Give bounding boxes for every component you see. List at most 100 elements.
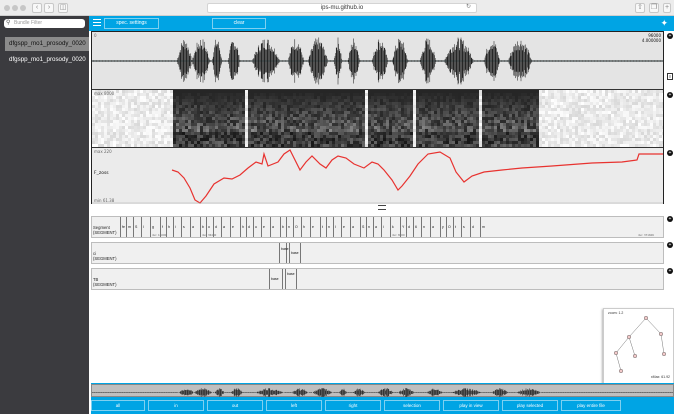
segment[interactable]: base <box>279 243 289 263</box>
segment-label: fe <box>122 225 125 229</box>
spec-settings-button[interactable]: spec. settings <box>104 18 159 29</box>
segment-label: O <box>448 225 451 229</box>
segment[interactable]: h <box>240 217 246 237</box>
level-segment[interactable]: Segment (SEGMENT) dur: 16000 dur: 36440 … <box>91 216 664 238</box>
segment[interactable]: l <box>141 217 150 237</box>
ssff-min-label: min 61.38 <box>94 198 115 203</box>
list-icon[interactable]: ≡ <box>667 73 673 80</box>
segment[interactable]: O <box>293 217 301 237</box>
segment[interactable]: i <box>381 217 390 237</box>
tabs-icon[interactable]: ❐ <box>649 3 659 13</box>
hamburger-icon[interactable] <box>93 19 101 27</box>
segment[interactable]: Y <box>400 217 406 237</box>
segment[interactable]: f <box>160 217 166 237</box>
plus-circle-icon[interactable]: + <box>667 242 673 248</box>
oscillogram-pane[interactable]: 0 96000 4.000000 <box>92 32 663 90</box>
segment[interactable]: e <box>261 217 270 237</box>
segment[interactable]: t <box>320 217 326 237</box>
overview-waveform[interactable] <box>91 384 674 397</box>
segment[interactable]: e <box>341 217 350 237</box>
segment[interactable]: d <box>470 217 480 237</box>
segment[interactable]: u <box>253 217 261 237</box>
segment[interactable]: e <box>310 217 320 237</box>
forward-icon[interactable]: › <box>44 3 54 13</box>
segment[interactable]: b <box>200 217 206 237</box>
segment[interactable]: a <box>221 217 230 237</box>
segment[interactable]: d <box>213 217 221 237</box>
address-bar[interactable]: ips-mu.github.io <box>207 3 477 13</box>
segment[interactable]: m <box>126 217 133 237</box>
segment[interactable]: b <box>280 217 286 237</box>
segment[interactable]: s <box>461 217 470 237</box>
segment[interactable]: n <box>421 217 430 237</box>
plus-circle-icon[interactable]: + <box>667 33 673 39</box>
zoom-out-button[interactable]: out <box>207 400 263 411</box>
zoom-selection-button[interactable]: selection <box>384 400 440 411</box>
segment[interactable]: O <box>446 217 453 237</box>
segment[interactable]: n <box>326 217 333 237</box>
level-tb[interactable]: TB (SEGMENT) base base <box>91 268 664 290</box>
spectrogram-pane[interactable]: max 8000 <box>92 90 663 148</box>
plus-circle-icon[interactable]: + <box>667 268 673 274</box>
pitch-track-pane[interactable]: max 220 F_zoss min 61.38 <box>92 148 663 204</box>
zoom-in-button[interactable]: in <box>148 400 204 411</box>
segment[interactable]: o <box>206 217 213 237</box>
plus-circle-icon[interactable]: + <box>667 216 673 222</box>
segment[interactable]: a <box>270 217 280 237</box>
segment[interactable]: base <box>269 269 283 289</box>
bundle-filter-input[interactable]: ⚲ Bundle Filter <box>4 19 85 28</box>
segment-label: b <box>282 225 284 229</box>
zoom-all-button[interactable]: all <box>91 400 145 411</box>
segment-label: d <box>408 225 410 229</box>
segment[interactable]: base <box>285 269 297 289</box>
segment[interactable]: S <box>360 217 366 237</box>
share-icon[interactable]: ⇧ <box>635 3 645 13</box>
segment[interactable]: d <box>246 217 253 237</box>
segment[interactable]: a <box>430 217 440 237</box>
segment[interactable]: I <box>333 217 341 237</box>
bundle-item-selected[interactable]: dfgspp_mo1_prosody_0020 <box>5 37 89 51</box>
segment[interactable]: d <box>406 217 413 237</box>
level-ci[interactable]: ci (SEGMENT) base base <box>91 242 664 264</box>
pane-resize-handle[interactable] <box>91 205 674 211</box>
segment[interactable]: a <box>350 217 360 237</box>
segment[interactable]: a <box>190 217 200 237</box>
plus-circle-icon[interactable]: + <box>667 150 673 156</box>
clear-button[interactable]: clear <box>212 18 266 29</box>
minimize-window-dot[interactable] <box>12 5 18 11</box>
hierarchy-view[interactable]: zoom: 1.2 xMax: 61.92 <box>603 308 674 384</box>
reload-icon[interactable]: ↻ <box>466 4 472 10</box>
segment[interactable]: h <box>301 217 310 237</box>
sidebar-toggle-icon[interactable]: ◫ <box>58 3 68 13</box>
segment[interactable]: s <box>181 217 190 237</box>
bundle-item[interactable]: dfgspp_mo1_prosody_0020 <box>5 53 89 67</box>
segment[interactable]: 6 <box>413 217 421 237</box>
segment[interactable]: n <box>286 217 293 237</box>
segment[interactable]: e <box>230 217 240 237</box>
segment[interactable]: fe <box>120 217 126 237</box>
segment[interactable]: S <box>133 217 141 237</box>
shift-right-button[interactable]: right <box>325 400 381 411</box>
back-icon[interactable]: ‹ <box>32 3 42 13</box>
segment[interactable]: i <box>173 217 181 237</box>
plus-circle-icon[interactable]: + <box>667 92 673 98</box>
new-tab-icon[interactable]: + <box>663 3 671 13</box>
segment[interactable]: g <box>150 217 160 237</box>
segment[interactable]: h <box>166 217 173 237</box>
play-selected-button[interactable]: play selected <box>502 400 558 411</box>
close-window-dot[interactable] <box>4 5 10 11</box>
segment[interactable]: m <box>480 217 663 237</box>
play-in-view-button[interactable]: play in view <box>443 400 499 411</box>
segment[interactable]: t <box>453 217 461 237</box>
segment[interactable]: y <box>440 217 446 237</box>
segment[interactable]: k <box>390 217 400 237</box>
segment[interactable]: base <box>289 243 301 263</box>
dur-label: dur: 16000 <box>152 234 167 237</box>
segment[interactable]: n <box>366 217 373 237</box>
emu-bird-icon[interactable]: ✦ <box>660 18 668 28</box>
play-entire-file-button[interactable]: play entire file <box>561 400 621 411</box>
segment-label: d <box>215 225 217 229</box>
segment[interactable]: a <box>373 217 381 237</box>
shift-left-button[interactable]: left <box>266 400 322 411</box>
zoom-window-dot[interactable] <box>20 5 26 11</box>
